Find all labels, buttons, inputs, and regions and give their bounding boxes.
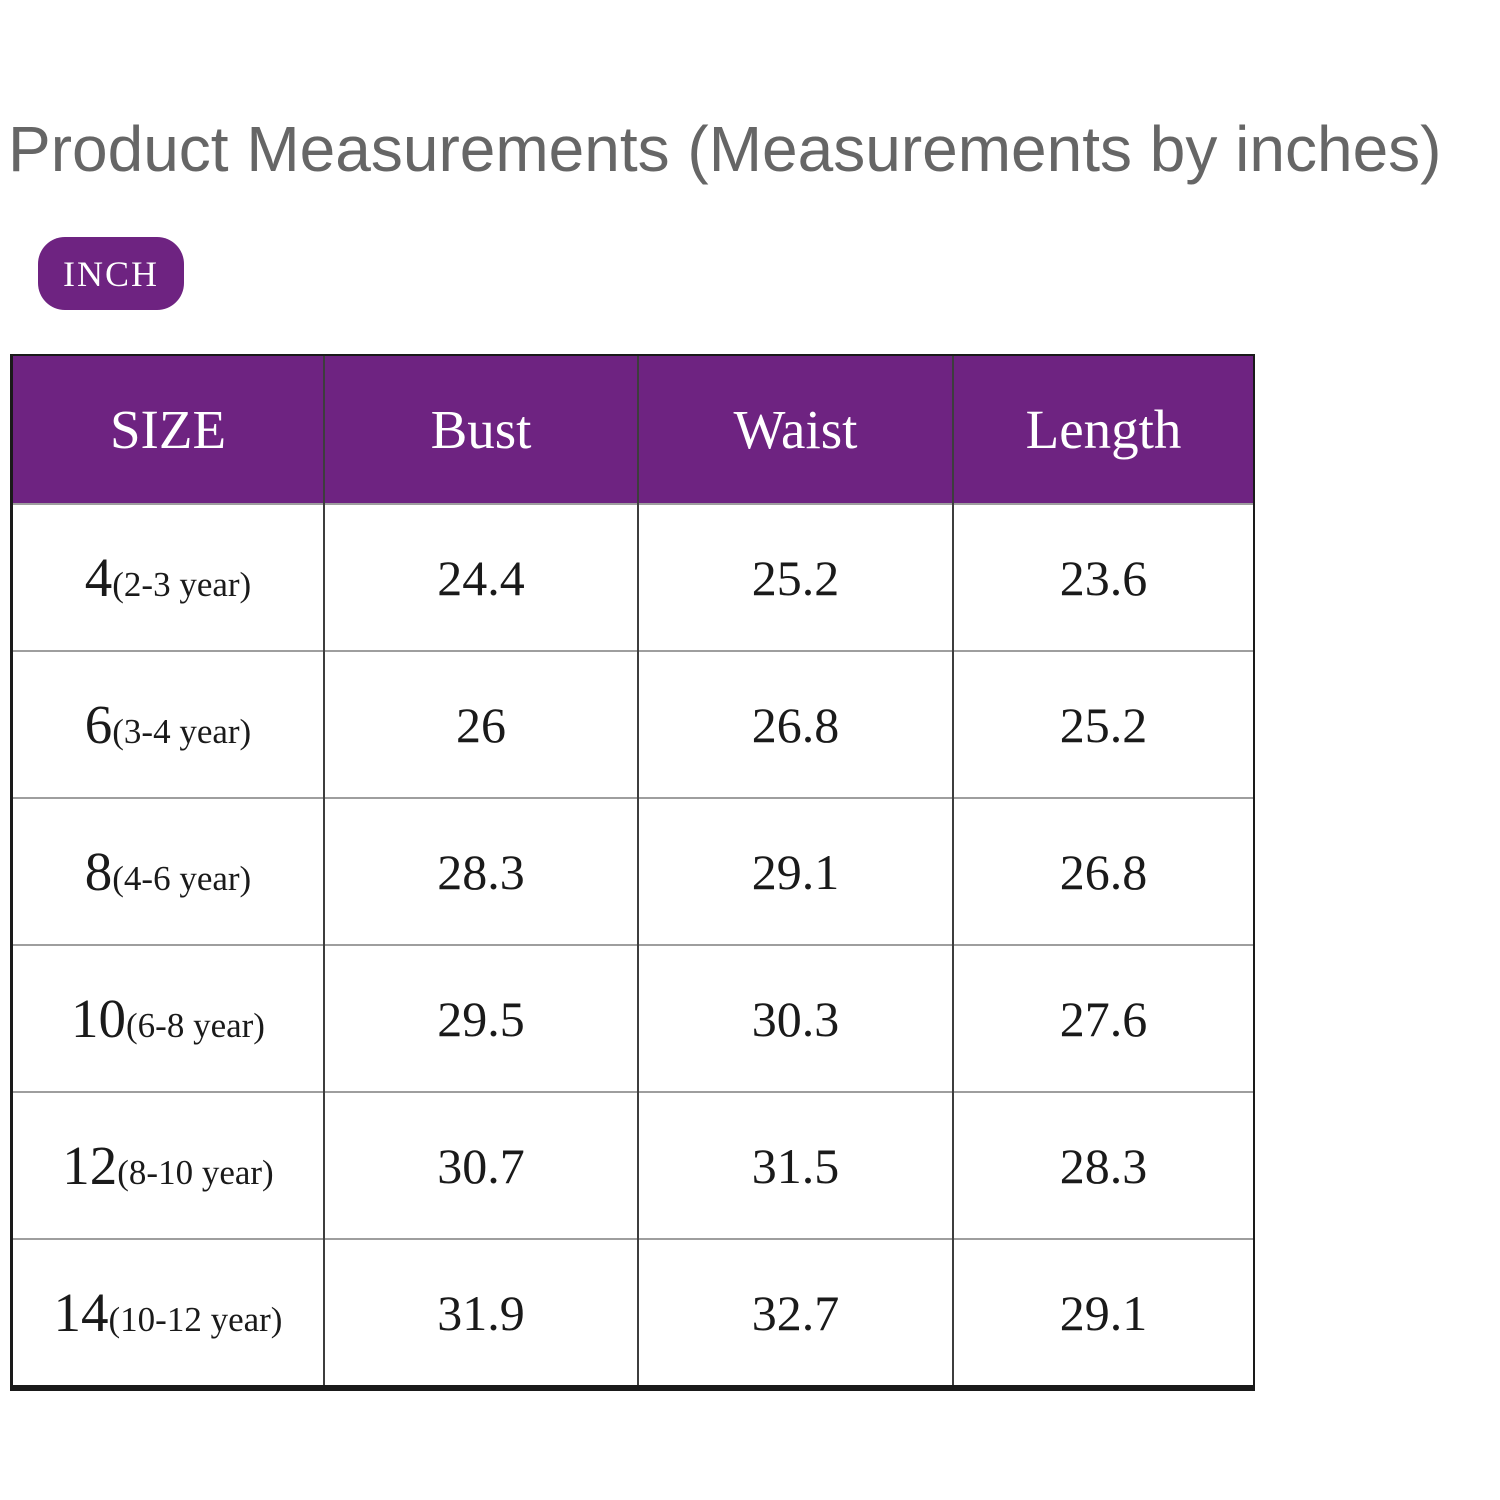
measurements-table-container: SIZE Bust Waist Length 4(2-3 year) 24.4 25… — [10, 354, 1255, 1391]
size-age-range: (6-8 year) — [126, 1006, 265, 1045]
size-cell: 12(8-10 year) — [13, 1092, 324, 1239]
waist-cell: 32.7 — [637, 1239, 953, 1385]
column-header-bust: Bust — [323, 356, 638, 504]
size-age-range: (3-4 year) — [112, 712, 252, 751]
page-title: Product Measurements (Measurements by in… — [8, 113, 1442, 185]
waist-cell: 26.8 — [637, 651, 953, 798]
size-number: 6 — [84, 694, 113, 755]
table-header-row: SIZE Bust Waist Length — [13, 356, 1253, 504]
size-number: 4 — [84, 547, 113, 608]
size-cell: 8(4-6 year) — [13, 798, 324, 945]
table-header: SIZE Bust Waist Length — [13, 356, 1253, 504]
table-row: 8(4-6 year) 28.3 29.1 26.8 — [13, 798, 1253, 945]
inch-unit-badge-label: INCH — [63, 253, 159, 294]
size-cell: 14(10-12 year) — [13, 1239, 324, 1385]
length-cell: 25.2 — [952, 651, 1253, 798]
waist-cell: 30.3 — [637, 945, 953, 1092]
size-number: 12 — [62, 1135, 118, 1196]
table-row: 6(3-4 year) 26 26.8 25.2 — [13, 651, 1253, 798]
table-row: 4(2-3 year) 24.4 25.2 23.6 — [13, 504, 1253, 651]
column-header-size: SIZE — [13, 356, 324, 504]
measurements-table: SIZE Bust Waist Length 4(2-3 year) 24.4 25… — [13, 356, 1253, 1385]
length-cell: 26.8 — [952, 798, 1253, 945]
size-cell: 4(2-3 year) — [13, 504, 324, 651]
bust-cell: 30.7 — [323, 1092, 638, 1239]
size-age-range: (10-12 year) — [108, 1300, 283, 1339]
size-number: 10 — [71, 988, 127, 1049]
size-number: 8 — [84, 841, 113, 902]
inch-unit-badge[interactable]: INCH — [38, 237, 184, 310]
bust-cell: 29.5 — [323, 945, 638, 1092]
column-header-waist: Waist — [637, 356, 953, 504]
size-age-range: (8-10 year) — [117, 1153, 274, 1192]
bust-cell: 31.9 — [323, 1239, 638, 1385]
size-age-range: (4-6 year) — [112, 859, 252, 898]
bust-cell: 24.4 — [323, 504, 638, 651]
length-cell: 28.3 — [952, 1092, 1253, 1239]
size-age-range: (2-3 year) — [112, 565, 252, 604]
size-number: 14 — [53, 1282, 109, 1343]
bust-cell: 28.3 — [323, 798, 638, 945]
waist-cell: 25.2 — [637, 504, 953, 651]
length-cell: 27.6 — [952, 945, 1253, 1092]
length-cell: 23.6 — [952, 504, 1253, 651]
waist-cell: 29.1 — [637, 798, 953, 945]
waist-cell: 31.5 — [637, 1092, 953, 1239]
table-row: 14(10-12 year) 31.9 32.7 29.1 — [13, 1239, 1253, 1385]
size-cell: 6(3-4 year) — [13, 651, 324, 798]
size-cell: 10(6-8 year) — [13, 945, 324, 1092]
table-body: 4(2-3 year) 24.4 25.2 23.6 6(3-4 year) 26 26.8… — [13, 504, 1253, 1385]
bust-cell: 26 — [323, 651, 638, 798]
length-cell: 29.1 — [952, 1239, 1253, 1385]
table-row: 10(6-8 year) 29.5 30.3 27.6 — [13, 945, 1253, 1092]
table-row: 12(8-10 year) 30.7 31.5 28.3 — [13, 1092, 1253, 1239]
column-header-length: Length — [952, 356, 1253, 504]
